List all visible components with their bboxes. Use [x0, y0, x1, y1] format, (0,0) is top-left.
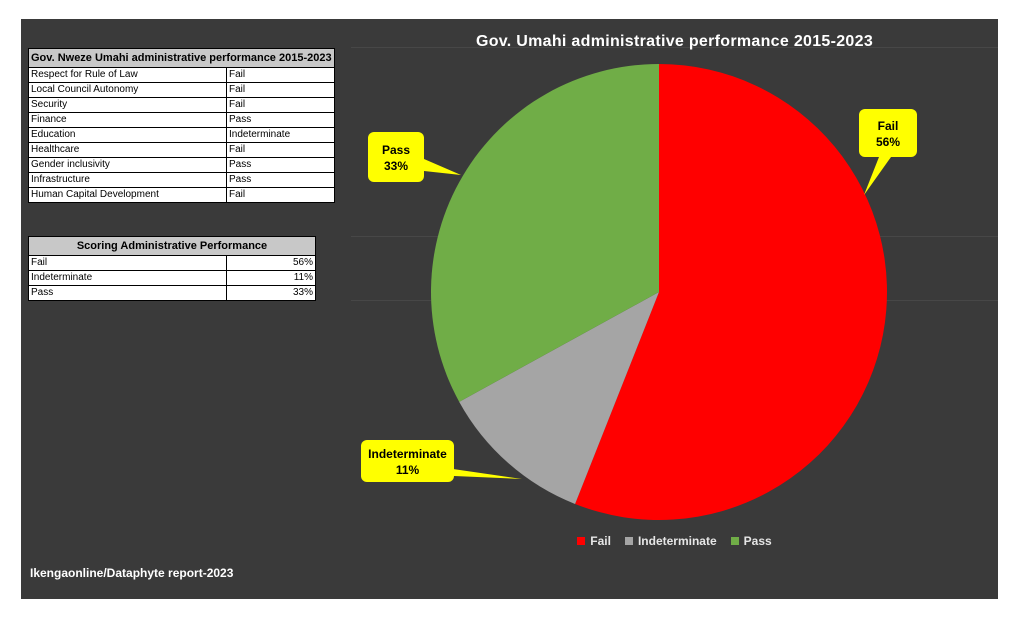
- table-row: Pass 33%: [28, 285, 316, 301]
- callout-box: [368, 132, 424, 182]
- legend-item-pass: Pass: [730, 534, 772, 548]
- legend-swatch: [577, 537, 586, 545]
- legend-item-indeterminate: Indeterminate: [624, 534, 717, 548]
- table-row: Human Capital Development Fail: [28, 187, 335, 203]
- pie-slice-pass: [431, 64, 659, 402]
- source-credit: Ikengaonline/Dataphyte report-2023: [30, 566, 234, 580]
- legend-label: Indeterminate: [637, 534, 717, 548]
- callout-box: [361, 440, 454, 482]
- data-label-value: 11%: [396, 463, 420, 477]
- chart-legend: Fail Indeterminate Pass: [351, 534, 998, 548]
- pie-slice-fail: [575, 64, 887, 520]
- data-label-value: 56%: [876, 135, 900, 149]
- callout-box: [859, 109, 917, 157]
- data-label-category: Pass: [382, 143, 410, 157]
- table-cell: Fail: [226, 187, 335, 203]
- table-cell: Human Capital Development: [28, 187, 227, 203]
- performance-table: Gov. Nweze Umahi administrative performa…: [28, 48, 335, 203]
- chart-title: Gov. Umahi administrative performance 20…: [475, 33, 874, 50]
- data-label-category: Indeterminate: [368, 447, 447, 461]
- data-label-pass: Pass 33%: [368, 132, 461, 182]
- table-cell: 33%: [226, 285, 316, 301]
- pie-chart: Fail 56% Indeterminate 11% Pass 33%: [361, 64, 917, 520]
- legend-label: Pass: [743, 534, 772, 548]
- legend-swatch: [730, 537, 739, 545]
- chart-panel: Gov. Nweze Umahi administrative performa…: [21, 19, 998, 599]
- scoring-table: Scoring Administrative Performance Fail 5…: [28, 236, 316, 301]
- data-label-value: 33%: [384, 159, 408, 173]
- table-row: Local Council Autonomy Fail: [28, 82, 335, 98]
- performance-table-title: Gov. Nweze Umahi administrative performa…: [28, 48, 335, 68]
- data-label-fail: Fail 56%: [859, 109, 917, 195]
- data-label-category: Fail: [878, 119, 899, 133]
- legend-label: Fail: [590, 534, 611, 548]
- legend-swatch: [624, 537, 633, 545]
- table-row: Finance Pass: [28, 112, 335, 128]
- data-label-indeterminate: Indeterminate 11%: [361, 440, 522, 482]
- callout-pointer: [864, 157, 891, 195]
- gridline: [351, 47, 998, 48]
- callout-pointer: [424, 159, 461, 175]
- legend-item-fail: Fail: [577, 534, 611, 548]
- table-row: Gender inclusivity Pass: [28, 157, 335, 173]
- pie-slice-indeterminate: [459, 292, 659, 504]
- scoring-table-title: Scoring Administrative Performance: [28, 236, 316, 256]
